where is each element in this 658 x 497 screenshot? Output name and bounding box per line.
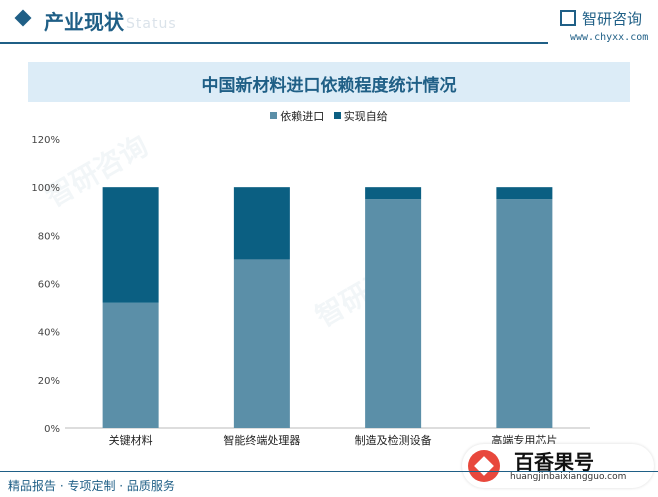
section-title: 产业现状 — [44, 10, 124, 34]
legend-label-import: 依赖进口 — [280, 110, 325, 123]
legend-swatch-import — [270, 112, 278, 119]
star-icon — [468, 450, 500, 482]
bar-self-supply — [365, 187, 422, 200]
chart-title: 中国新材料进口依赖程度统计情况 — [201, 76, 457, 96]
y-tick-label: 120% — [31, 135, 60, 146]
footer-rule — [0, 471, 658, 472]
bar-import — [102, 302, 159, 428]
legend-label-self-supply: 实现自给 — [343, 110, 388, 123]
footer-tagline: 精品报告 · 专项定制 · 品质服务 — [8, 479, 175, 493]
x-tick-label: 智能终端处理器 — [223, 433, 300, 447]
badge-name: 百香果号 — [514, 450, 594, 474]
bar-import — [496, 199, 553, 428]
page-header: 产业现状 Status — [0, 0, 658, 46]
ghost-word: Status — [126, 16, 177, 32]
bar-import — [365, 199, 422, 428]
logo-icon — [560, 10, 576, 26]
badge-url: huangjinbaixiangguo.com — [510, 472, 627, 482]
brand-name: 智研咨询 — [582, 10, 643, 28]
bar-self-supply — [102, 187, 159, 303]
bar-import — [233, 259, 290, 428]
chart-title-band: 中国新材料进口依赖程度统计情况 — [28, 62, 630, 102]
header-rule — [0, 42, 548, 44]
y-tick-label: 60% — [38, 280, 60, 291]
partner-badge: 百香果号 huangjinbaixiangguo.com — [462, 444, 654, 488]
x-tick-label: 高端专用芯片 — [491, 433, 557, 447]
brand-url: www.chyxx.com — [570, 32, 649, 43]
y-tick-label: 20% — [38, 376, 60, 387]
legend-item-self-supply: 实现自给 — [333, 108, 388, 124]
bar-self-supply — [233, 187, 290, 260]
y-tick-label: 40% — [38, 328, 60, 339]
legend-item-import: 依赖进口 — [270, 108, 324, 124]
x-tick-label: 制造及检测设备 — [355, 433, 432, 447]
y-tick-label: 100% — [31, 183, 60, 194]
y-tick-label: 80% — [38, 231, 60, 242]
x-tick-label: 关键材料 — [109, 433, 153, 447]
legend-swatch-self-supply — [333, 112, 341, 119]
y-tick-label: 0% — [44, 424, 60, 435]
page-footer: 精品报告 · 专项定制 · 品质服务 — [0, 471, 658, 497]
chart-legend: 依赖进口 实现自给 — [0, 108, 658, 124]
bar-self-supply — [496, 187, 553, 200]
